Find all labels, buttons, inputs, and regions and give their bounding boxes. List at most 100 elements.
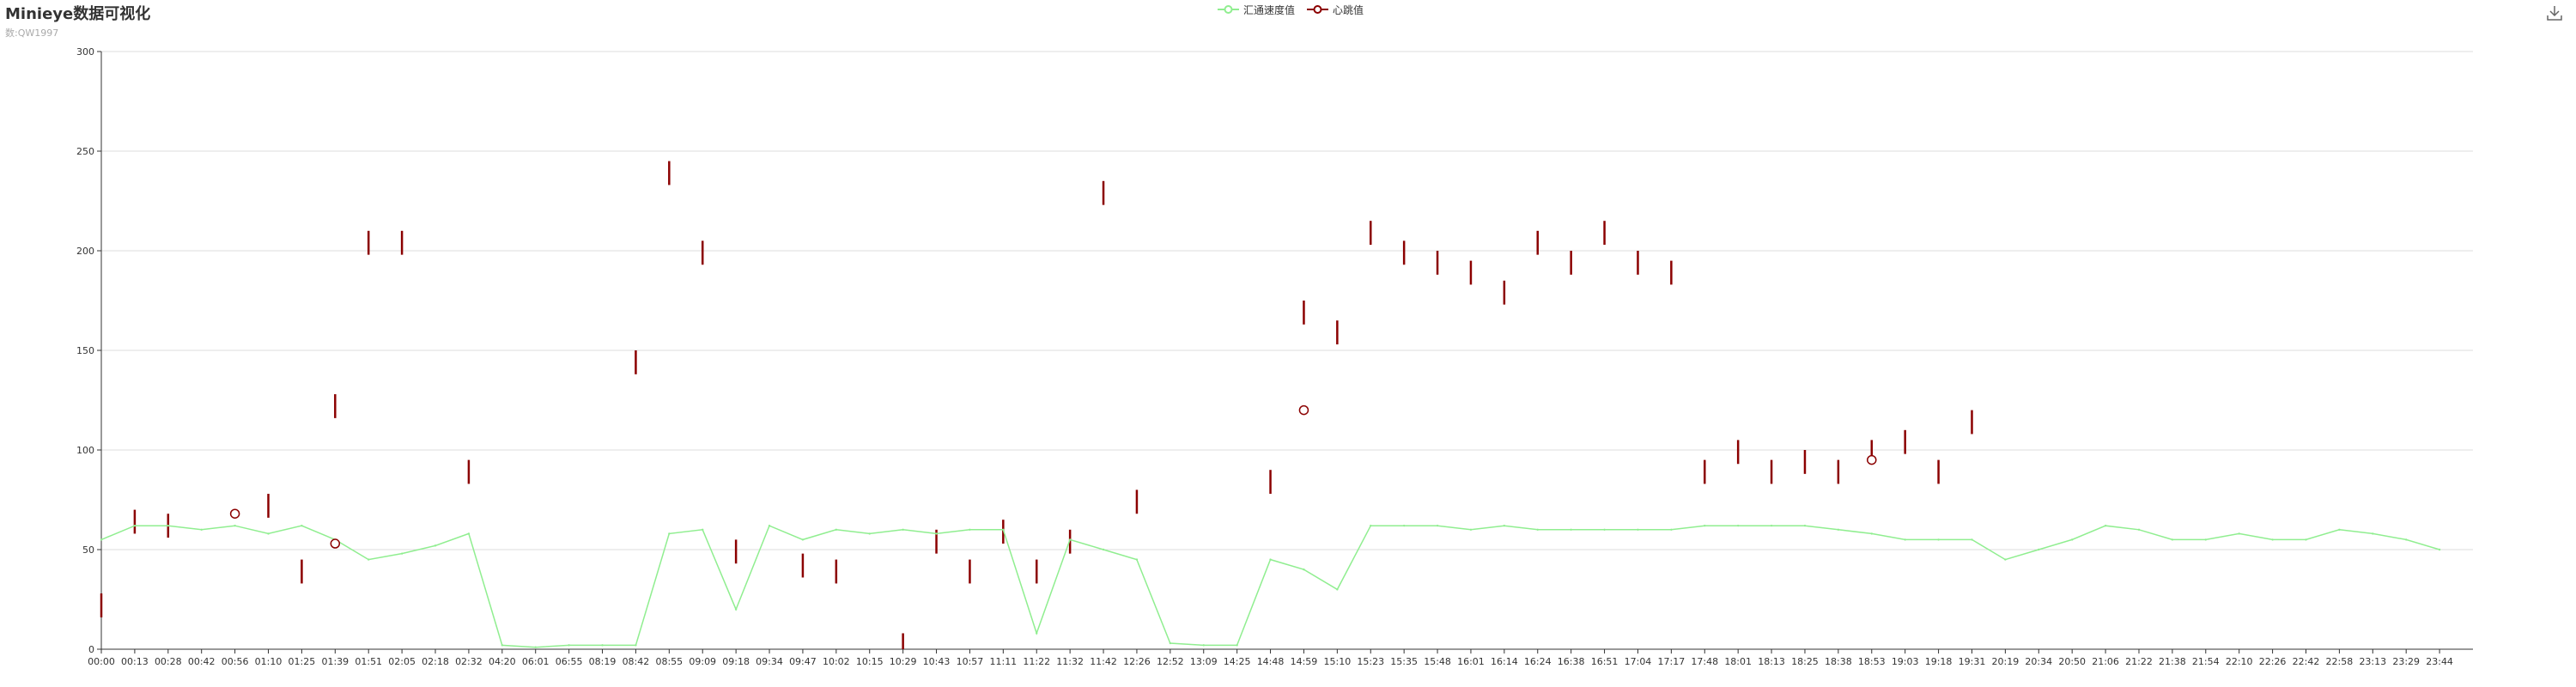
speed-point [1169,641,1172,645]
heart-marker [1298,404,1309,416]
speed-point [601,644,604,647]
speed-point [2171,538,2174,541]
x-tick-label: 09:47 [789,656,817,667]
x-tick-label: 10:57 [957,656,984,667]
speed-point [902,528,904,531]
speed-point [1336,588,1339,591]
speed-point [1202,644,1205,647]
speed-point [2305,538,2307,541]
speed-point [868,532,871,535]
x-tick-label: 20:50 [2058,656,2086,667]
x-tick-label: 21:22 [2125,656,2153,667]
speed-point [2404,538,2408,541]
x-tick-label: 02:18 [422,656,449,667]
speed-point [734,608,738,611]
x-tick-label: 17:04 [1625,656,1652,667]
legend-speed-label: 汇通速度值 [1243,3,1296,16]
x-tick-label: 00:13 [121,656,149,667]
y-tick-label: 300 [76,46,94,58]
speed-point [1236,644,1238,647]
x-tick-label: 18:38 [1825,656,1852,667]
speed-point [1303,568,1305,571]
speed-point [1370,524,1372,527]
speed-point [2438,548,2441,551]
speed-point [1937,538,1940,541]
x-tick-label: 09:09 [689,656,716,667]
speed-point [1402,524,1406,527]
speed-point [1904,538,1906,541]
legend-item-speed[interactable]: 汇通速度值 [1218,3,1295,17]
speed-point [702,528,704,531]
speed-point [1436,524,1439,527]
x-tick-label: 00:56 [222,656,249,667]
speed-point [234,524,236,527]
x-tick-label: 23:44 [2426,656,2453,667]
speed-line [100,525,2440,648]
speed-point [133,524,137,527]
speed-point [835,528,838,531]
speed-point [1637,528,1639,531]
speed-point [1971,538,1973,541]
speed-point [768,524,771,527]
speed-point [2070,538,2074,541]
save-image-icon [2547,6,2562,21]
speed-point [1736,524,1740,527]
speed-point [167,524,170,527]
chart-subtitle: 数:QW1997 [5,27,59,39]
x-tick-label: 14:48 [1257,656,1285,667]
x-tick-label: 01:25 [289,656,316,667]
x-tick-label: 00:00 [88,656,115,667]
download-icon[interactable] [2545,3,2564,22]
speed-point [1036,632,1038,635]
y-tick-label: 150 [76,345,94,356]
y-tick-label: 250 [76,146,94,157]
speed-point [1002,528,1005,531]
x-tick-label: 17:48 [1691,656,1718,667]
speed-point [1536,528,1539,531]
speed-point [969,528,971,531]
speed-point [568,644,570,647]
x-tick-label: 15:35 [1390,656,1418,667]
x-tick-label: 10:29 [890,656,917,667]
speed-point [1269,558,1272,561]
speed-point [2204,538,2207,541]
speed-point [267,532,270,535]
x-tick-label: 17:17 [1658,656,1686,667]
x-tick-label: 11:22 [1023,656,1050,667]
speed-point [400,552,404,555]
speed-point [1135,558,1139,561]
x-tick-label: 21:54 [2192,656,2220,667]
speed-point [1837,528,1840,531]
x-tick-label: 08:19 [589,656,617,667]
x-tick-label: 18:01 [1724,656,1752,667]
x-tick-label: 21:38 [2159,656,2186,667]
x-tick-label: 04:20 [489,656,516,667]
x-tick-label: 06:55 [556,656,583,667]
speed-point [467,532,471,535]
legend-item-heart[interactable]: 心跳值 [1307,3,1364,17]
speed-point [1068,538,1072,541]
speed-point [635,644,637,647]
x-tick-label: 09:18 [722,656,750,667]
x-tick-label: 02:05 [388,656,416,667]
x-tick-label: 14:25 [1224,656,1251,667]
x-tick-label: 19:31 [1959,656,1986,667]
x-tick-label: 00:28 [155,656,182,667]
speed-point [2004,558,2007,561]
speed-point [1570,528,1572,531]
legend-heart-label: 心跳值 [1333,3,1364,16]
speed-point [501,644,504,647]
heart-marker [330,538,341,549]
x-tick-label: 15:10 [1324,656,1352,667]
x-tick-label: 01:10 [255,656,283,667]
x-tick-label: 12:52 [1157,656,1184,667]
speed-point [1469,528,1473,531]
speed-point [301,524,303,527]
x-tick-label: 12:26 [1123,656,1151,667]
x-tick-label: 19:18 [1925,656,1953,667]
x-tick-label: 11:32 [1056,656,1084,667]
speed-point [534,646,537,648]
speed-point [1803,524,1807,527]
y-tick-label: 200 [76,246,94,257]
